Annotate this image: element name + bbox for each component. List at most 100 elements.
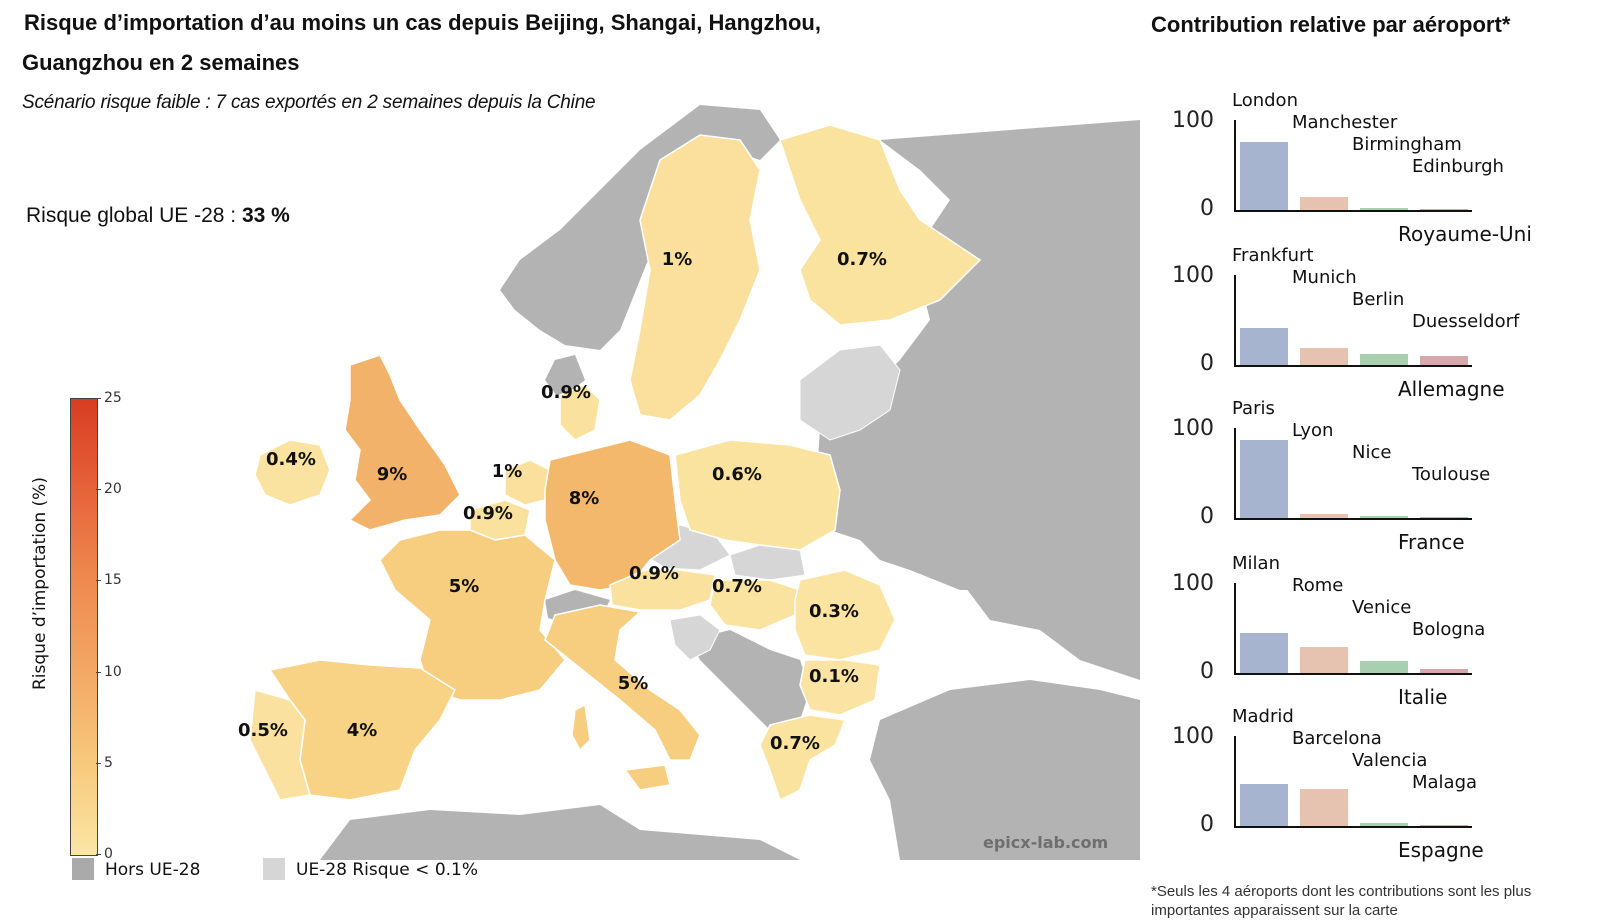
bar: [1360, 516, 1408, 518]
bar: [1420, 825, 1468, 826]
y-tick-label: 100: [1172, 108, 1214, 133]
legend-swatch-non-eu: [72, 858, 94, 880]
y-axis: [1234, 583, 1236, 673]
y-axis: [1234, 428, 1236, 518]
bar: [1360, 208, 1408, 210]
ireland-risk-label: 0.4%: [266, 449, 316, 470]
airport-label: Valencia: [1352, 750, 1428, 771]
risk-colorbar: [70, 398, 98, 856]
y-tick-label: 100: [1172, 571, 1214, 596]
colorbar-tick-label: 0: [104, 846, 113, 862]
denmark-region: [559, 384, 601, 441]
x-axis: [1234, 826, 1472, 828]
bar: [1360, 354, 1408, 365]
airport-label: Rome: [1292, 575, 1344, 596]
colorbar-title: Risque d’importation (%): [30, 477, 50, 690]
airport-label: Venice: [1352, 597, 1412, 618]
x-axis: [1234, 210, 1472, 212]
colorbar-tick-label: 20: [104, 481, 122, 498]
colorbar-tick: [96, 489, 101, 491]
italy-risk-label: 5%: [618, 673, 649, 694]
italy-region: [544, 604, 701, 761]
airport-label: Manchester: [1292, 112, 1398, 133]
airport-label: Birmingham: [1352, 134, 1462, 155]
y-axis: [1234, 736, 1236, 826]
slovakia-low-risk: [729, 544, 806, 581]
bar: [1240, 439, 1288, 518]
global-risk-label: Risque global UE -28 :: [26, 204, 242, 227]
bar: [1240, 141, 1288, 210]
airport-label: Frankfurt: [1232, 245, 1314, 266]
greece-region: [759, 714, 847, 802]
hungary-region: [709, 579, 801, 631]
croatia-low-risk: [669, 614, 721, 661]
y-tick-label: 0: [1200, 196, 1214, 221]
legend-label-eu-low: UE-28 Risque < 0.1%: [296, 860, 479, 880]
legend-swatch-eu-low: [263, 858, 285, 880]
y-tick-label: 0: [1200, 504, 1214, 529]
finland-risk-label: 0.7%: [837, 249, 887, 270]
poland-region: [674, 439, 841, 551]
colorbar-tick-label: 25: [104, 390, 122, 406]
airport-label: Toulouse: [1412, 464, 1491, 485]
map-subtitle: Scénario risque faible : 7 cas exportés …: [22, 92, 596, 113]
uk-risk-label: 9%: [377, 464, 408, 485]
romania-region: [794, 569, 896, 661]
global-risk-value: 33 %: [241, 204, 290, 227]
france-risk-label: 5%: [449, 576, 480, 597]
airport-panel: 100 0 Frankfurt Munich Berlin Duesseldorf Alle…: [1150, 245, 1570, 401]
colorbar-tick: [96, 854, 101, 855]
panel-country-name: Allemagne: [1398, 377, 1505, 401]
airport-label: Madrid: [1232, 706, 1294, 727]
poland-risk-label: 0.6%: [712, 464, 762, 485]
y-tick-label: 0: [1200, 351, 1214, 376]
greece-risk-label: 0.7%: [770, 733, 820, 754]
airport-label: Paris: [1232, 398, 1275, 419]
sardinia-region: [571, 703, 591, 752]
north-africa-land: [320, 805, 800, 860]
austria-risk-label: 0.9%: [629, 563, 679, 584]
finland-region: [779, 124, 982, 326]
colorbar-tick-label: 5: [104, 754, 113, 771]
bar: [1360, 823, 1408, 826]
map-title: Risque d’importation d’au moins un cas d…: [24, 10, 821, 35]
airport-label: Nice: [1352, 442, 1392, 463]
panel-country-name: Espagne: [1398, 838, 1484, 862]
bar: [1240, 783, 1288, 826]
ireland-region: [254, 439, 331, 506]
airport-panel: 100 0 Milan Rome Venice Bologna Italie: [1150, 553, 1570, 709]
bar: [1420, 669, 1468, 673]
colorbar-tick: [96, 762, 101, 764]
airport-label: Duesseldorf: [1412, 311, 1520, 332]
bar: [1420, 356, 1468, 365]
airport-label: Berlin: [1352, 289, 1405, 310]
bar: [1300, 347, 1348, 365]
bar: [1240, 633, 1288, 673]
hungary-risk-label: 0.7%: [712, 576, 762, 597]
sweden-risk-label: 1%: [662, 249, 693, 270]
global-risk: Risque global UE -28 : 33 %: [26, 204, 290, 228]
y-tick-label: 100: [1172, 263, 1214, 288]
airport-label: London: [1232, 90, 1298, 111]
panel-country-name: France: [1398, 530, 1465, 554]
bar: [1300, 514, 1348, 518]
y-tick-label: 100: [1172, 416, 1214, 441]
norway-land: [545, 355, 585, 400]
baltics-low-risk: [799, 344, 901, 441]
romania-risk-label: 0.3%: [809, 601, 859, 622]
europe-map: 1% 0.7% 0.9% 0.4% 9% 1% 0.9% 8% 0.6% 5% …: [238, 105, 1140, 860]
turkey-land: [870, 680, 1140, 860]
panel-country-name: Royaume-Uni: [1398, 222, 1532, 246]
colorbar-tick-label: 10: [104, 663, 122, 680]
netherlands-risk-label: 1%: [492, 461, 523, 482]
austria-region: [609, 569, 716, 611]
y-axis: [1234, 120, 1236, 210]
y-tick-label: 0: [1200, 659, 1214, 684]
balkans-land: [690, 630, 810, 740]
airport-label: Lyon: [1292, 420, 1334, 441]
y-axis: [1234, 275, 1236, 365]
airport-label: Milan: [1232, 553, 1280, 574]
colorbar-tick: [96, 580, 101, 582]
airport-panel: 100 0 Madrid Barcelona Valencia Malaga Espagne: [1150, 706, 1570, 862]
airport-panel: 100 0 Paris Lyon Nice Toulouse France: [1150, 398, 1570, 554]
